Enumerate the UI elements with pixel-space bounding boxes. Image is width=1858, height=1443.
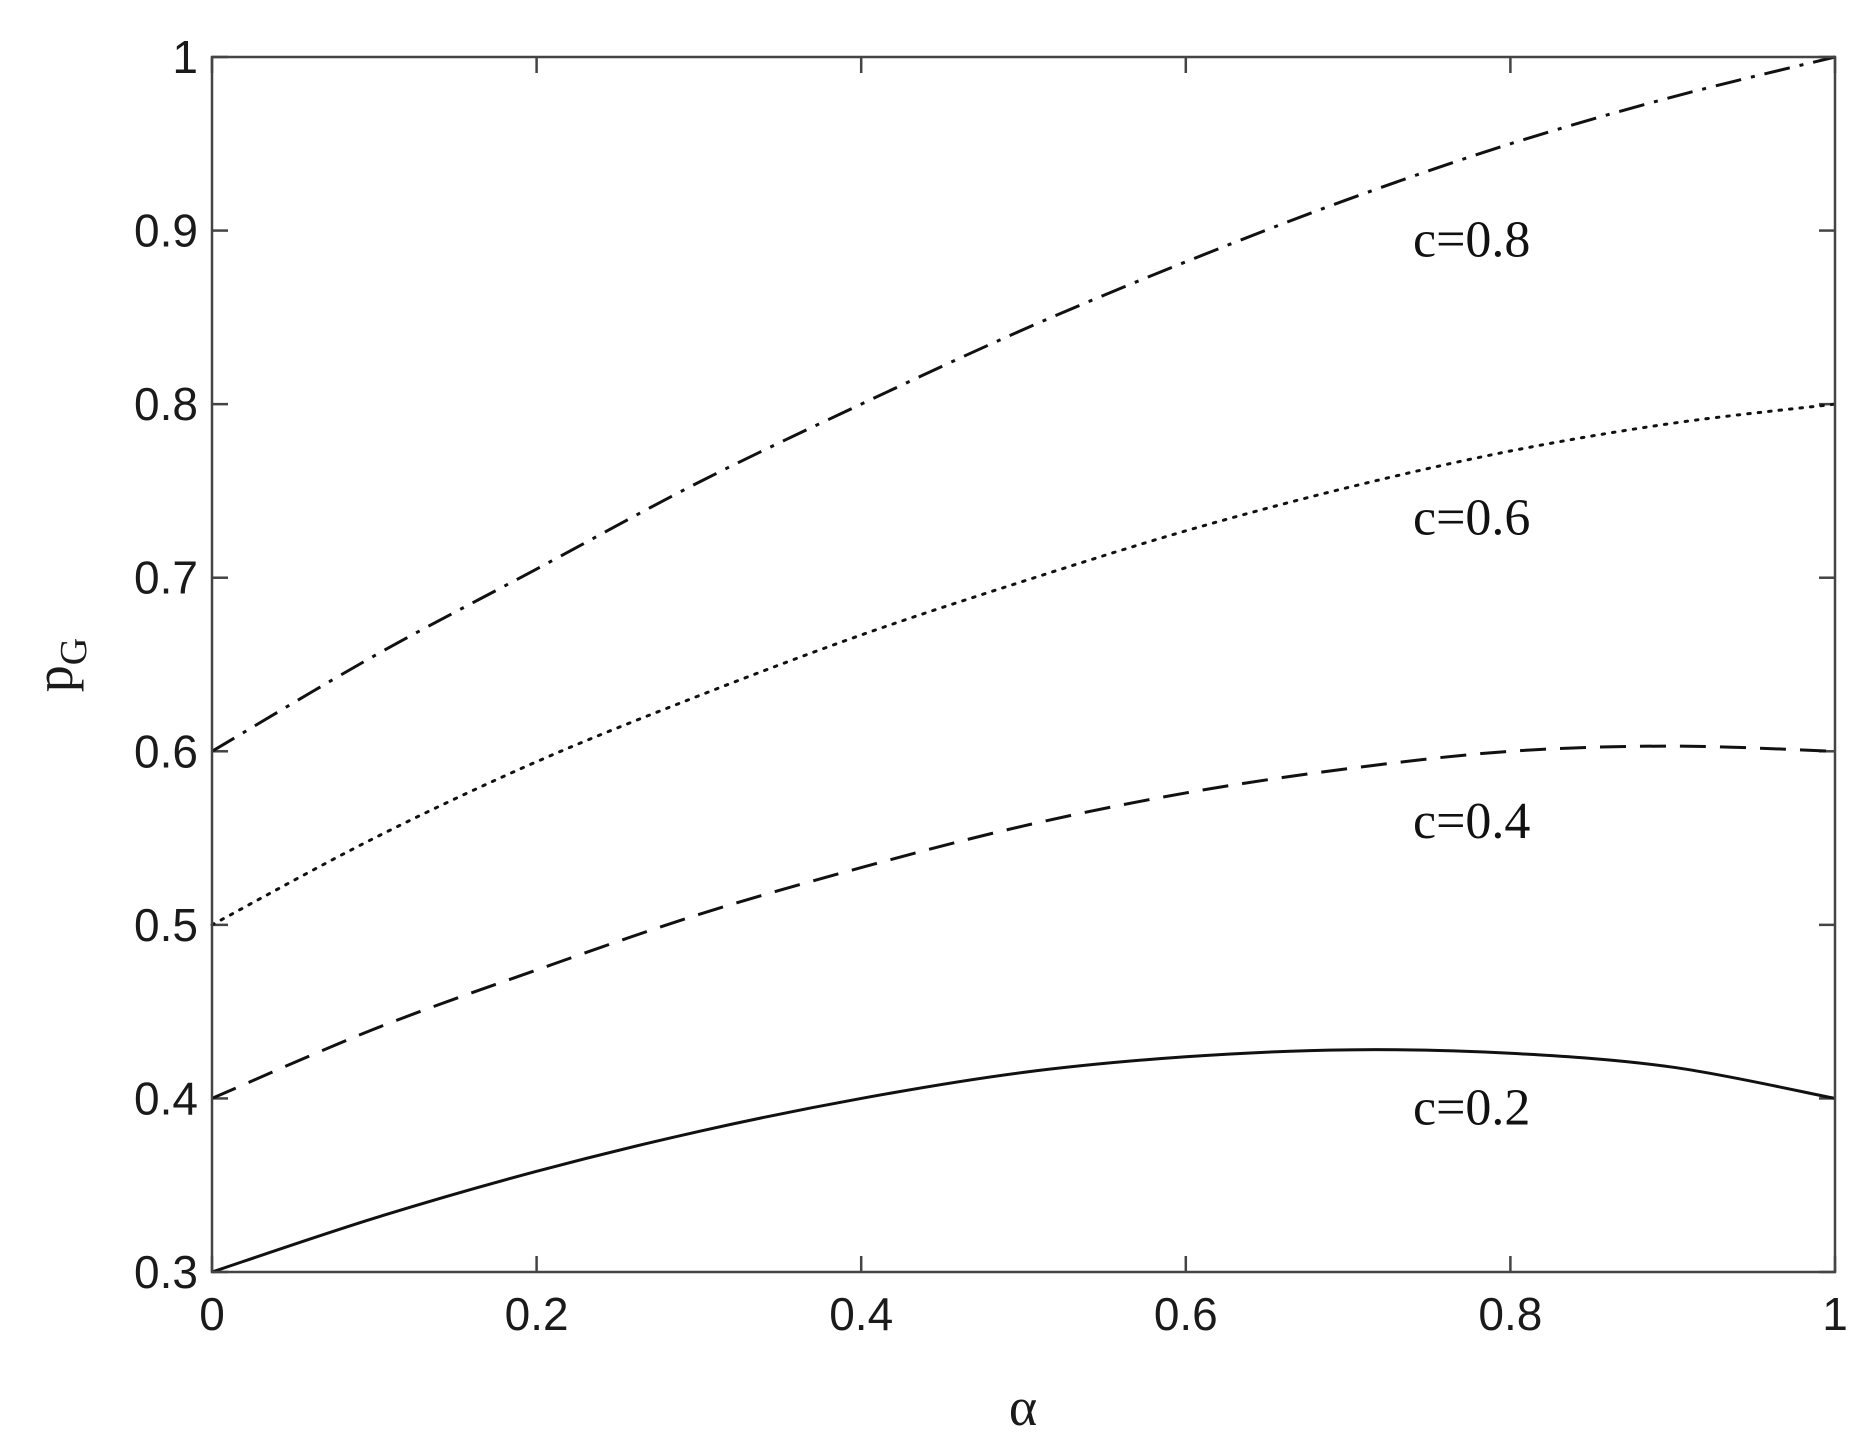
curves — [210, 55, 1837, 1274]
x-tick-label: 1 — [1822, 1288, 1848, 1340]
y-tick-label: 0.3 — [134, 1246, 198, 1298]
curve-label: c=0.8 — [1413, 212, 1530, 269]
x-tick-label: 0 — [199, 1288, 225, 1340]
y-tick-label: 1 — [172, 31, 198, 83]
y-axis-label: pG — [24, 638, 95, 692]
y-axis-label-sub: G — [53, 638, 95, 665]
series-line-dash-dot — [211, 55, 1836, 753]
curve-label: c=0.6 — [1413, 489, 1530, 546]
y-tick-label: 0.8 — [134, 378, 198, 430]
curve-labels: c=0.8 c=0.6 c=0.4 c=0.2 — [1413, 212, 1530, 1137]
plot-frame — [210, 55, 1837, 1274]
y-axis-label-main: p — [24, 665, 84, 692]
series-line-solid — [211, 1048, 1836, 1274]
tick-labels: 0 0.2 0.4 0.6 0.8 1 0.3 0.4 0.5 0.6 0.7 0.8 0.9 1 — [134, 31, 1848, 1340]
series-line-dashed — [211, 744, 1836, 1100]
x-tick-label: 0.8 — [1478, 1288, 1542, 1340]
x-tick-label: 0.6 — [1154, 1288, 1218, 1340]
y-tick-label: 0.7 — [134, 552, 198, 604]
y-tick-label: 0.4 — [134, 1072, 198, 1124]
curve-label: c=0.2 — [1413, 1079, 1530, 1136]
series-line-dotted — [210, 402, 1837, 927]
y-tick-label: 0.9 — [134, 205, 198, 257]
x-tick-label: 0.2 — [505, 1288, 569, 1340]
curve-label: c=0.4 — [1413, 793, 1530, 850]
y-tick-label: 0.6 — [134, 725, 198, 777]
y-tick-label: 0.5 — [134, 899, 198, 951]
x-tick-label: 0.4 — [829, 1288, 893, 1340]
axis-ticks — [210, 55, 1837, 1274]
x-axis-label: α — [1009, 1377, 1037, 1437]
